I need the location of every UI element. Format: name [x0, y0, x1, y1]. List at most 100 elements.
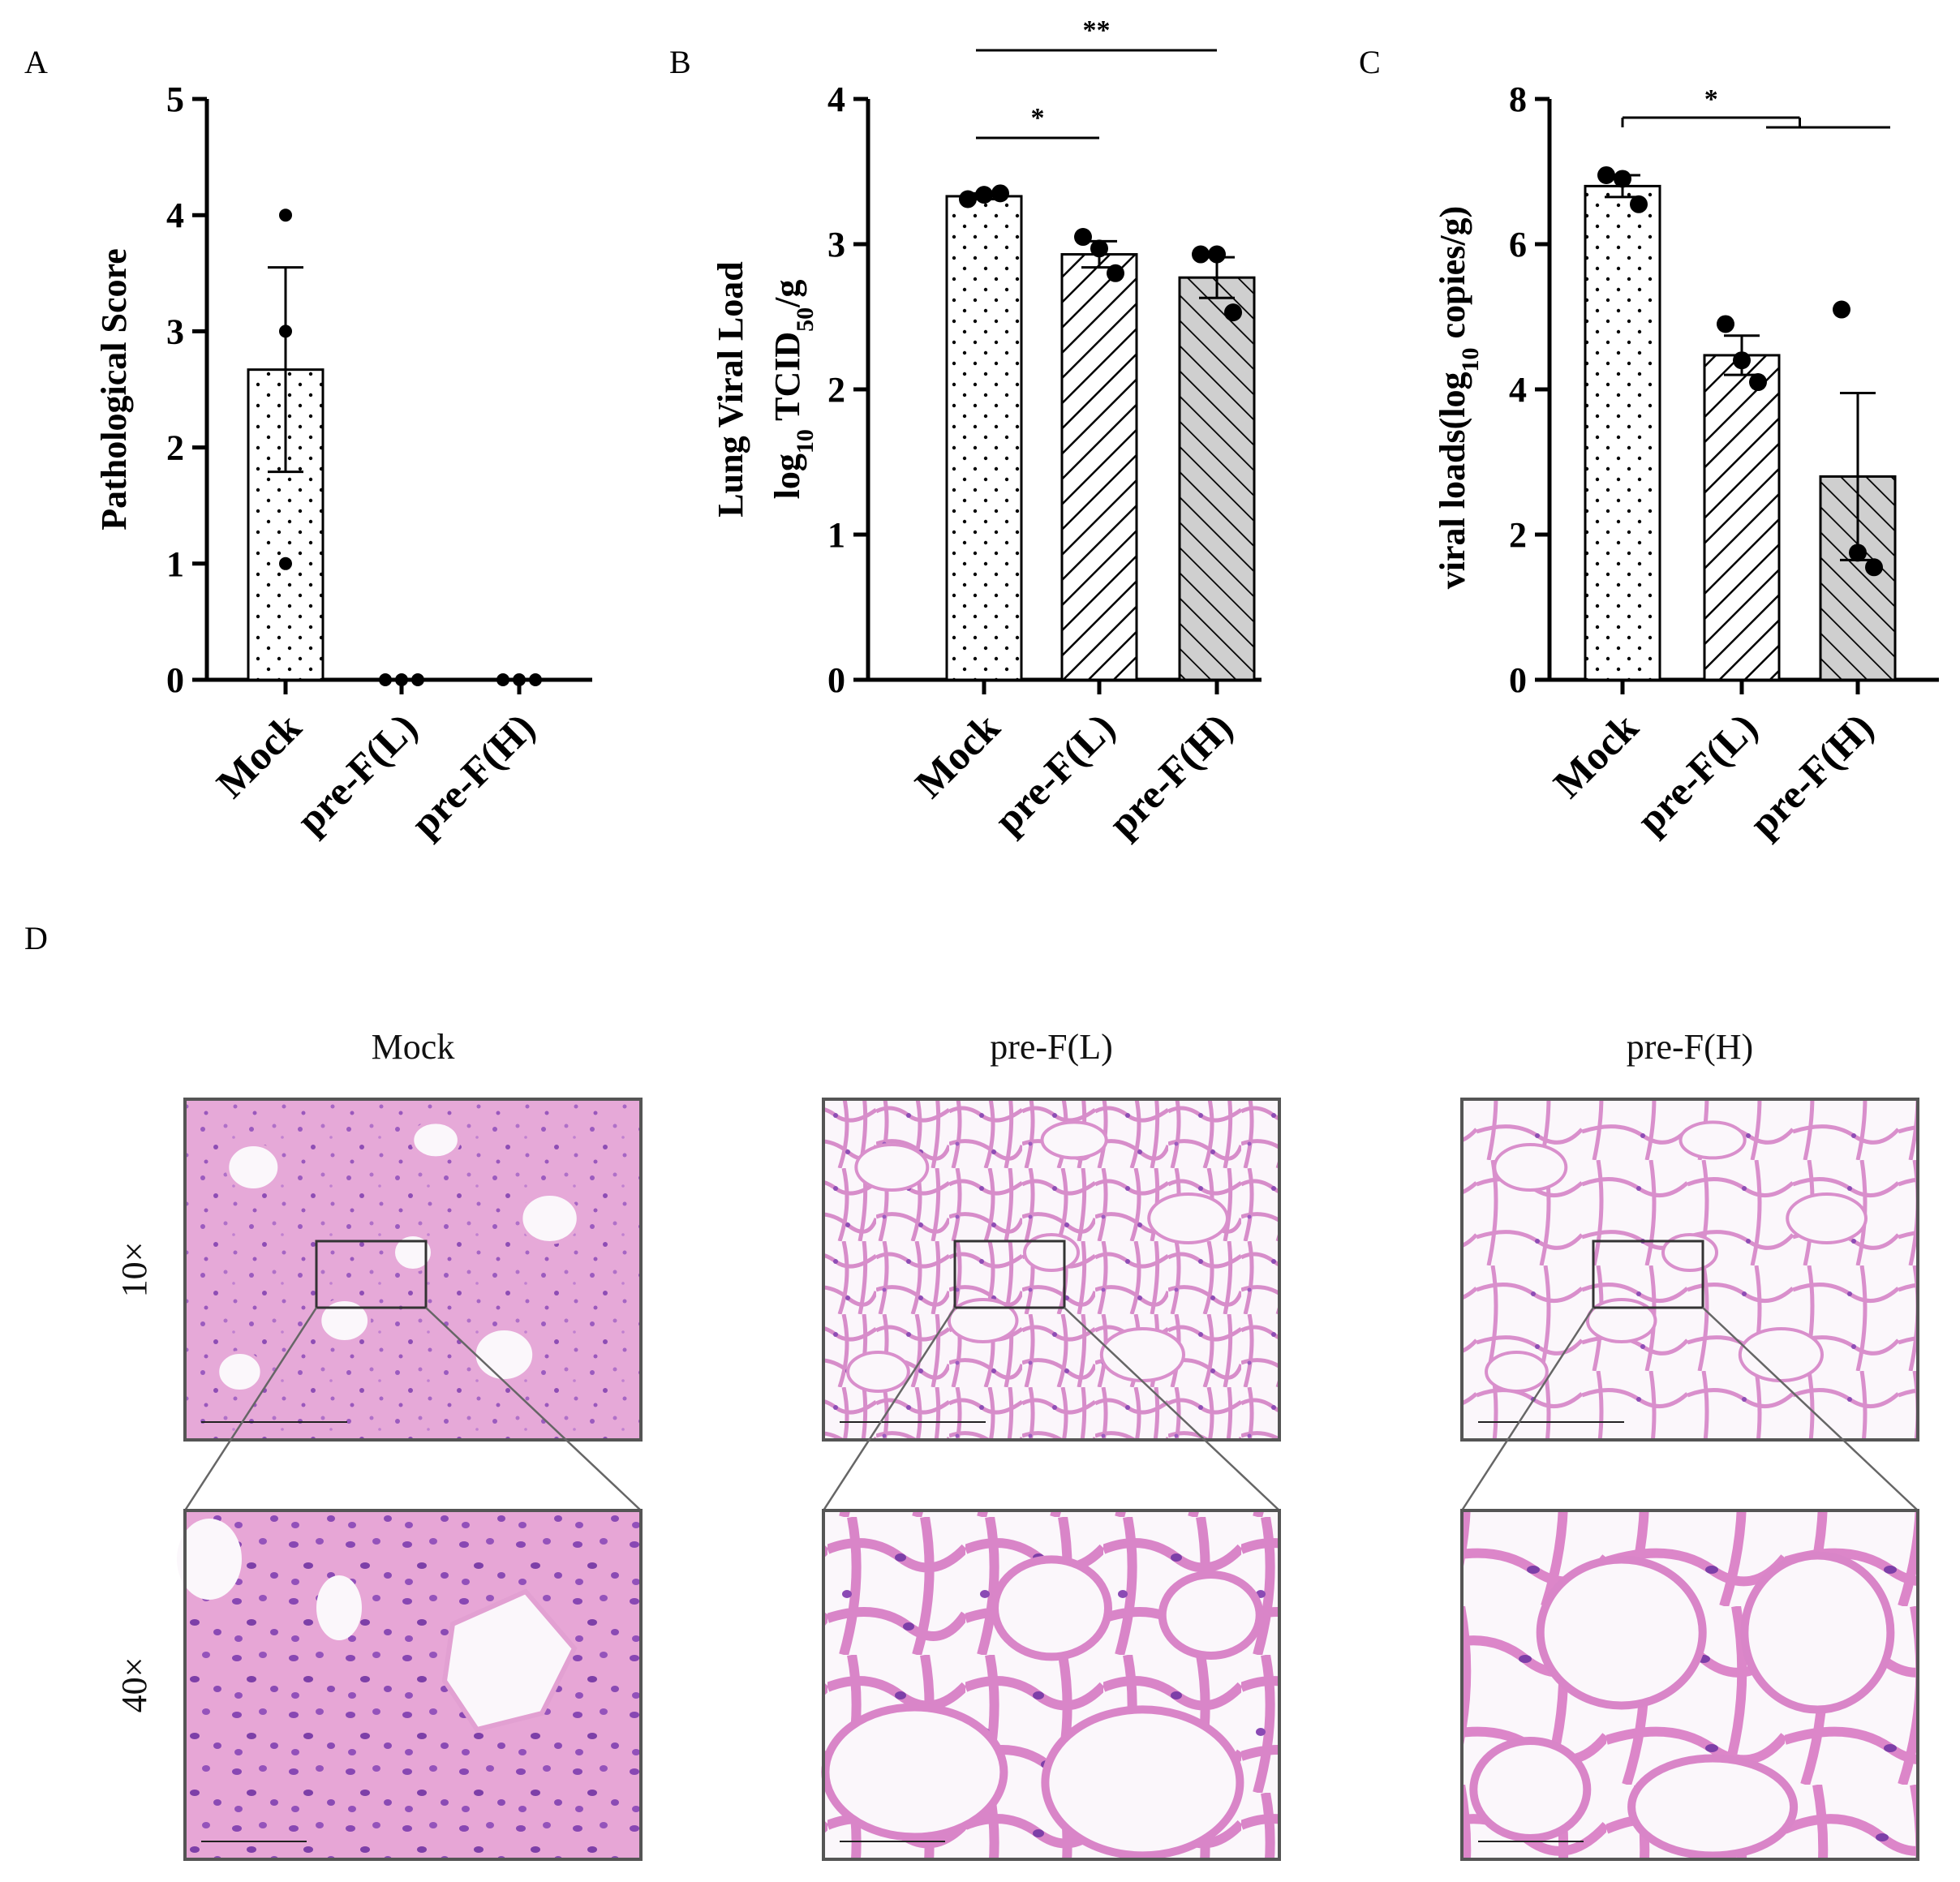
airspace — [1485, 1351, 1549, 1393]
bar-prefl — [1703, 354, 1781, 681]
data-point — [1224, 303, 1242, 322]
panel-letter-d: D — [24, 920, 48, 956]
airspace — [1040, 1120, 1108, 1160]
data-point — [395, 673, 408, 686]
airspace — [472, 1327, 536, 1382]
y-axis-title-line2: log10 TCID50/g — [767, 280, 819, 500]
category-label: pre-F(H) — [1099, 704, 1240, 845]
y-tick-label: 3 — [827, 225, 845, 264]
airspace — [1041, 1705, 1244, 1860]
airspace — [392, 1233, 434, 1272]
data-point — [379, 673, 392, 686]
micrograph-10x-1 — [183, 1098, 643, 1442]
airspace — [1493, 1143, 1568, 1192]
zoom-connector-right — [1702, 1307, 1919, 1511]
chart-panel-b: B 0 1 2 3 4 Lung Viral Load log10 TCID50/g Mockp… — [669, 15, 1262, 846]
data-point — [1833, 300, 1850, 319]
airspace — [1627, 1754, 1799, 1860]
y-tick-label: 0 — [827, 660, 845, 700]
panel-letter: B — [669, 44, 691, 80]
data-point — [1717, 315, 1734, 333]
y-axis-title-line1: Lung Viral Load — [711, 261, 750, 517]
airspace — [1536, 1555, 1707, 1710]
zoom-box — [315, 1240, 428, 1309]
y-axis-title: viral loads(log10 copies/g) — [1433, 206, 1484, 589]
significance-label: ** — [1083, 15, 1111, 45]
data-point — [1074, 228, 1092, 247]
y-tick-label: 6 — [1509, 225, 1527, 264]
data-point — [1597, 165, 1615, 184]
tissue-image — [185, 1510, 641, 1859]
y-tick-label: 1 — [166, 544, 184, 584]
airspace — [1740, 1551, 1895, 1714]
column-title: Mock — [372, 1027, 455, 1067]
airspace — [519, 1192, 580, 1244]
significance-label: * — [1031, 103, 1045, 133]
data-point — [279, 324, 292, 338]
airspace — [854, 1143, 930, 1192]
airspace — [316, 1575, 362, 1640]
data-point — [1733, 351, 1751, 370]
category-label: pre-F(L) — [287, 704, 426, 843]
y-tick-label: 5 — [166, 79, 184, 119]
data-point — [1208, 245, 1226, 264]
data-point — [991, 184, 1009, 203]
airspace — [177, 1519, 242, 1600]
column-title: pre-F(H) — [1627, 1027, 1753, 1067]
category-label: Mock — [906, 704, 1008, 806]
data-point — [1849, 544, 1867, 562]
column-title: pre-F(L) — [990, 1027, 1113, 1067]
data-point — [1107, 264, 1124, 282]
category-label: pre-F(H) — [1740, 704, 1881, 845]
y-tick-label: 4 — [827, 79, 845, 119]
row-label-10x: 10× — [114, 1242, 154, 1298]
image-frame — [822, 1098, 1281, 1442]
data-point — [496, 673, 509, 686]
airspace — [846, 1351, 910, 1393]
airspace — [226, 1143, 282, 1192]
bar-prefl — [1060, 253, 1138, 681]
data-point — [1192, 245, 1210, 264]
data-point — [1749, 373, 1767, 392]
panel-letter: A — [24, 44, 48, 80]
zoom-connector-left — [1460, 1307, 1595, 1511]
category-label: pre-F(H) — [402, 704, 543, 845]
bar-mock — [1584, 184, 1661, 681]
category-label: Mock — [208, 704, 310, 806]
micrograph-10x-2 — [822, 1098, 1281, 1442]
airspace — [441, 1588, 578, 1733]
y-axis-title: Pathological Score — [94, 248, 134, 530]
airspace — [410, 1120, 461, 1160]
airspace — [1147, 1192, 1229, 1244]
airspace — [991, 1555, 1112, 1661]
chart-panel-c: C 0 2 4 6 8 viral loads(log10 copies/g) Mockpre… — [1359, 44, 1939, 846]
zoom-connector-left — [183, 1307, 318, 1511]
airspace — [1469, 1737, 1592, 1842]
data-point — [513, 673, 526, 686]
airspace — [1158, 1570, 1264, 1660]
zoom-connector-left — [822, 1307, 956, 1511]
image-frame — [183, 1098, 643, 1442]
y-tick-label: 4 — [1509, 370, 1527, 410]
micrograph-40x-1 — [177, 1509, 643, 1861]
y-tick-label: 4 — [166, 196, 184, 235]
image-frame — [183, 1509, 643, 1861]
airspace — [1585, 1298, 1657, 1343]
data-point — [1090, 239, 1108, 258]
data-point — [959, 190, 977, 208]
category-label: pre-F(L) — [985, 704, 1124, 843]
image-frame — [1460, 1098, 1919, 1442]
data-point — [411, 673, 424, 686]
zoom-box — [1592, 1240, 1704, 1309]
panel-letter: C — [1359, 44, 1381, 80]
y-tick-label: 3 — [166, 312, 184, 351]
y-tick-label: 0 — [166, 660, 184, 700]
data-point — [279, 208, 292, 222]
data-point — [529, 673, 542, 686]
chart-panel-a: A 0 1 2 3 4 5 Pathological Score Mockpre-F(L)pre… — [24, 44, 592, 846]
data-point — [279, 556, 292, 570]
airspace — [1786, 1192, 1868, 1244]
row-label-40x: 40× — [114, 1657, 154, 1713]
data-point — [1865, 558, 1883, 577]
